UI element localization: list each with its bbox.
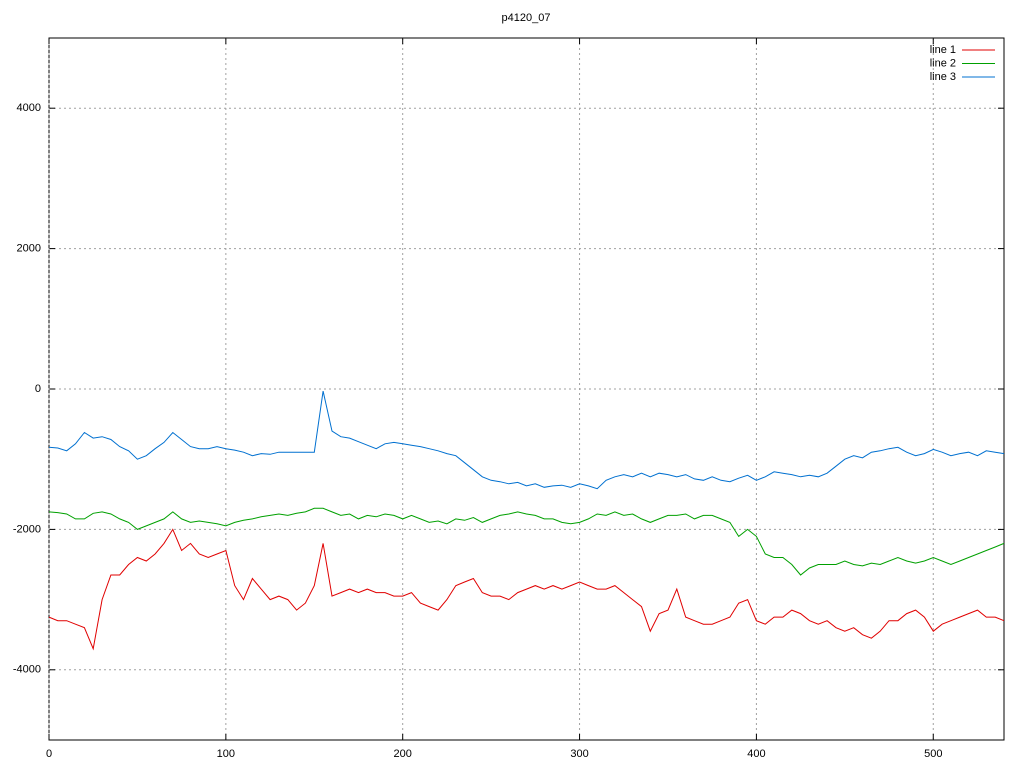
data-line bbox=[48, 528, 1005, 651]
legend-label: line 1 bbox=[930, 44, 956, 56]
x-tick-label: 300 bbox=[570, 748, 588, 760]
x-tick-label: 500 bbox=[924, 748, 942, 760]
x-tick-label: 100 bbox=[217, 748, 235, 760]
data-line bbox=[48, 507, 1005, 576]
x-tick-label: 200 bbox=[394, 748, 412, 760]
y-tick-label: 2000 bbox=[17, 243, 41, 255]
y-tick-label: 0 bbox=[35, 383, 41, 395]
y-tick-label: 4000 bbox=[17, 102, 41, 114]
y-tick-label: -4000 bbox=[13, 664, 41, 676]
data-line bbox=[48, 390, 1005, 490]
x-tick-label: 400 bbox=[747, 748, 765, 760]
y-tick-label: -2000 bbox=[13, 523, 41, 535]
legend-label: line 2 bbox=[930, 57, 956, 69]
chart-title: p4120_07 bbox=[502, 12, 551, 24]
legend-label: line 3 bbox=[930, 71, 956, 83]
x-tick-label: 0 bbox=[46, 748, 52, 760]
